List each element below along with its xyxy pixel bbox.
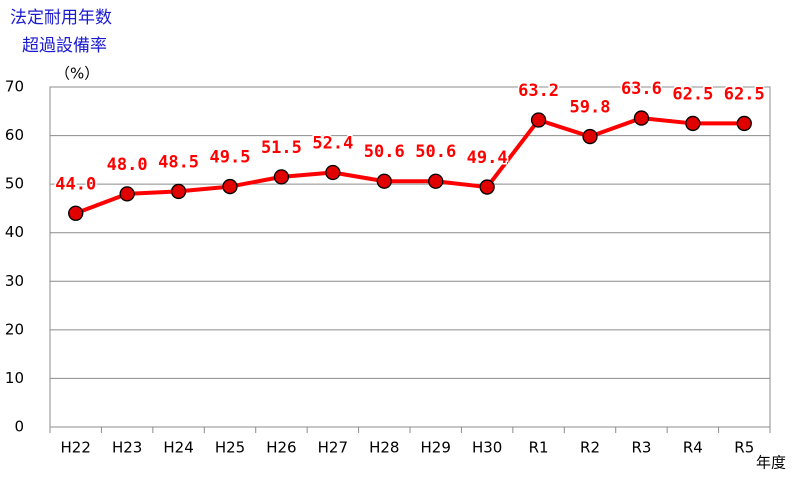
data-label: 51.5 [261, 138, 302, 158]
data-label: 62.5 [724, 84, 765, 104]
marker [582, 128, 598, 145]
x-axis-label: 年度 [756, 454, 786, 472]
plot-border [49, 86, 771, 428]
data-label: 44.0 [55, 174, 96, 194]
data-label: 48.5 [158, 152, 199, 172]
marker [325, 164, 341, 181]
y-tick-label: 40 [5, 223, 24, 241]
x-tick-label: H25 [215, 439, 245, 457]
data-label: 49.5 [210, 148, 251, 168]
data-label: 63.2 [518, 81, 559, 101]
x-tick-label: H22 [61, 439, 91, 457]
marker [479, 179, 495, 195]
x-tick-label: H30 [472, 439, 502, 457]
y-tick-label: 70 [5, 78, 24, 96]
marker [428, 173, 444, 189]
marker [119, 186, 135, 202]
x-tick-label: R4 [683, 439, 703, 457]
y-tick-label: 20 [5, 320, 24, 338]
marker [170, 183, 187, 200]
x-tick-label: H28 [369, 439, 399, 457]
x-tick-label: H26 [266, 439, 296, 457]
x-tick-label: H24 [163, 439, 193, 457]
marker [376, 173, 392, 189]
series-line [75, 116, 745, 216]
x-tick-label: R3 [631, 439, 651, 457]
chart-title: 超過設備率 [22, 36, 107, 56]
data-label: 63.6 [621, 79, 662, 99]
x-tick-label: R2 [580, 439, 600, 457]
chart-title: 法定耐用年数 [10, 8, 112, 28]
data-label: 50.6 [364, 142, 405, 162]
data-label: 48.0 [107, 155, 148, 175]
x-tick-label: R1 [529, 439, 549, 457]
data-label: 49.4 [467, 148, 508, 168]
x-tick-label: R5 [734, 439, 754, 457]
y-tick-label: 60 [5, 126, 24, 144]
x-tick-label: H29 [421, 439, 451, 457]
marker [222, 178, 238, 195]
marker [736, 115, 752, 132]
y-tick-label: 0 [14, 418, 24, 436]
marker [633, 110, 650, 126]
marker [273, 169, 290, 185]
x-tick-label: H27 [318, 439, 348, 457]
y-axis-label: （%） [55, 65, 99, 83]
data-label: 62.5 [672, 84, 713, 104]
y-tick-label: 10 [5, 369, 24, 387]
data-label: 50.6 [415, 142, 456, 162]
marker [530, 112, 547, 128]
marker [68, 205, 84, 221]
marker [685, 115, 701, 132]
data-label: 52.4 [312, 133, 353, 153]
y-tick-label: 50 [5, 175, 24, 193]
x-tick-label: H23 [112, 439, 142, 457]
data-label: 59.8 [570, 98, 611, 118]
y-tick-label: 30 [5, 272, 24, 290]
